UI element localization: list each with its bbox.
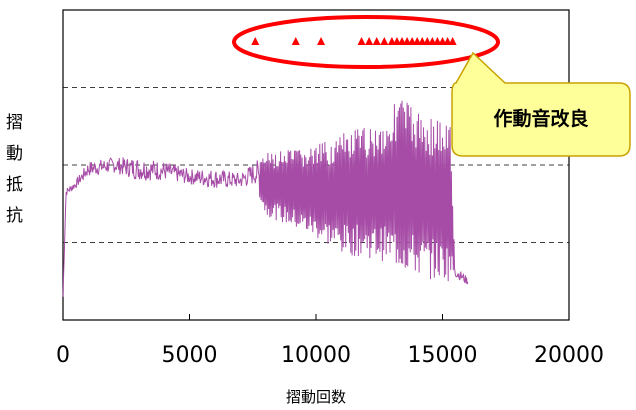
marker-triangle	[448, 37, 457, 45]
y-axis-label-char: 抗	[6, 206, 23, 226]
x-tick-label: 15000	[408, 343, 478, 368]
marker-triangle	[443, 37, 452, 45]
marker-triangle	[403, 37, 412, 45]
marker-triangle	[365, 37, 374, 45]
y-axis-label-char: 動	[6, 144, 23, 164]
x-tick-label: 0	[56, 343, 70, 368]
markers-group	[251, 37, 457, 45]
series-group	[62, 100, 469, 297]
y-axis-label-char: 摺	[6, 113, 23, 133]
series-line	[62, 100, 469, 297]
x-tick-label: 5000	[162, 343, 218, 368]
callout-shape	[451, 51, 631, 157]
x-tick-label: 20000	[534, 343, 604, 368]
marker-triangle	[380, 37, 389, 45]
callout-text: 作動音改良	[493, 107, 588, 130]
marker-triangle	[408, 37, 417, 45]
marker-triangle	[372, 37, 381, 45]
marker-triangle	[317, 37, 326, 45]
highlight-ellipse	[232, 15, 500, 69]
marker-triangle	[438, 37, 447, 45]
callout: 作動音改良	[451, 51, 631, 157]
x-tick-label: 10000	[281, 343, 351, 368]
y-axis-label-char: 抵	[6, 175, 23, 195]
marker-triangle	[428, 37, 437, 45]
marker-triangle	[418, 37, 427, 45]
marker-triangle	[291, 37, 300, 45]
marker-triangle	[357, 37, 366, 45]
marker-triangle	[398, 37, 407, 45]
marker-triangle	[251, 37, 260, 45]
marker-triangle	[423, 37, 432, 45]
x-ticks: 0 5000 10000 15000 20000	[56, 314, 604, 368]
x-axis-label: 摺動回数	[286, 388, 346, 406]
marker-triangle	[392, 37, 401, 45]
marker-triangle	[433, 37, 442, 45]
marker-triangle	[387, 37, 396, 45]
marker-triangle	[413, 37, 422, 45]
